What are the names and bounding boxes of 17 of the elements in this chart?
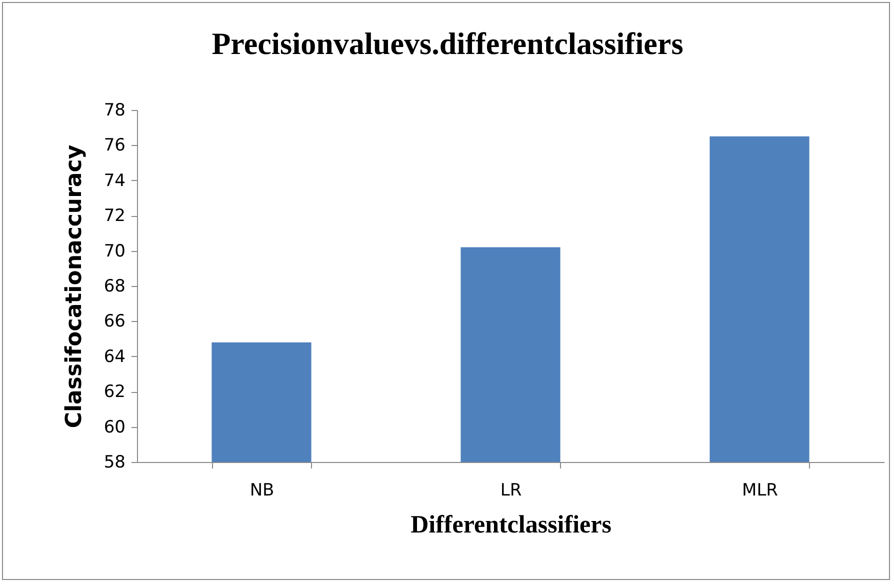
x-tick-label: LR <box>500 480 522 500</box>
y-axis-title: Classifocationaccuracy <box>62 144 87 428</box>
y-tick-label: 72 <box>104 206 126 226</box>
x-axis-title: Differentclassifiers <box>410 512 612 538</box>
y-tick-label: 74 <box>104 170 126 191</box>
x-tick-label: NB <box>250 480 274 500</box>
y-tick-label: 58 <box>104 452 126 472</box>
y-tick-label: 76 <box>104 136 126 156</box>
x-tick-label: MLR <box>742 480 778 500</box>
y-tick-label: 70 <box>104 241 126 262</box>
y-tick-label: 64 <box>104 346 126 367</box>
chart-title: Precisionvaluevs.differentclassifiers <box>212 26 684 61</box>
y-tick-label: 78 <box>104 100 126 120</box>
y-tick-label: 66 <box>104 312 126 332</box>
y-tick-label: 60 <box>104 417 126 438</box>
y-tick-label: 62 <box>104 382 126 402</box>
y-tick-label: 68 <box>104 276 126 296</box>
